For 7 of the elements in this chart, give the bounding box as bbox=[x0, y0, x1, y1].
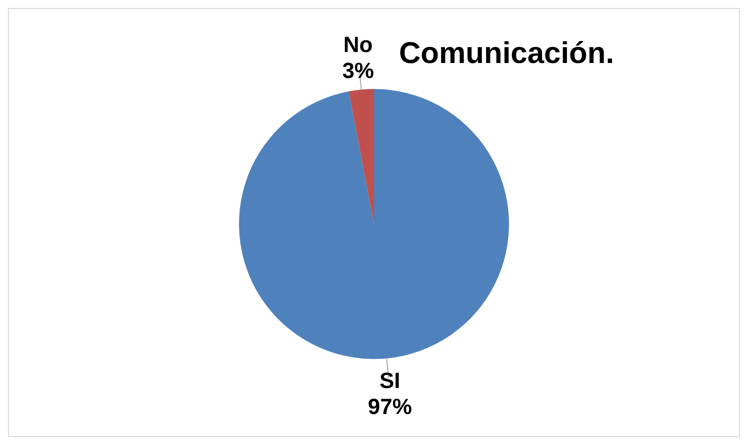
pie-slice bbox=[348, 89, 374, 224]
pie-slice bbox=[239, 89, 509, 359]
data-label: 97% bbox=[368, 394, 412, 420]
slice-label: SI bbox=[380, 368, 400, 394]
slice-label: No bbox=[343, 32, 373, 57]
data-label: 3% bbox=[342, 58, 374, 83]
chart-title: Comunicación. bbox=[399, 37, 614, 71]
